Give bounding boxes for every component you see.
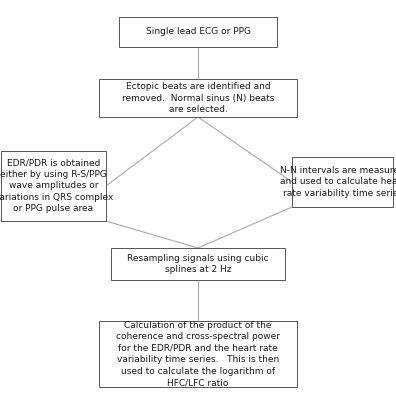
- Text: EDR/PDR is obtained
either by using R-S/PPG
wave amplitudes or
variations in QRS: EDR/PDR is obtained either by using R-S/…: [0, 158, 113, 214]
- Text: Calculation of the product of the
coherence and cross-spectral power
for the EDR: Calculation of the product of the cohere…: [116, 321, 280, 387]
- Text: Ectopic beats are identified and
removed.  Normal sinus (N) beats
are selected.: Ectopic beats are identified and removed…: [122, 82, 274, 114]
- FancyBboxPatch shape: [111, 248, 285, 280]
- Text: N-N intervals are measured
and used to calculate heart
rate variability time ser: N-N intervals are measured and used to c…: [280, 166, 396, 198]
- FancyBboxPatch shape: [119, 17, 277, 47]
- FancyBboxPatch shape: [99, 321, 297, 387]
- FancyBboxPatch shape: [99, 79, 297, 117]
- FancyBboxPatch shape: [1, 151, 106, 221]
- FancyBboxPatch shape: [292, 157, 393, 207]
- Text: Resampling signals using cubic
splines at 2 Hz: Resampling signals using cubic splines a…: [127, 254, 269, 274]
- Text: Single lead ECG or PPG: Single lead ECG or PPG: [145, 28, 251, 36]
